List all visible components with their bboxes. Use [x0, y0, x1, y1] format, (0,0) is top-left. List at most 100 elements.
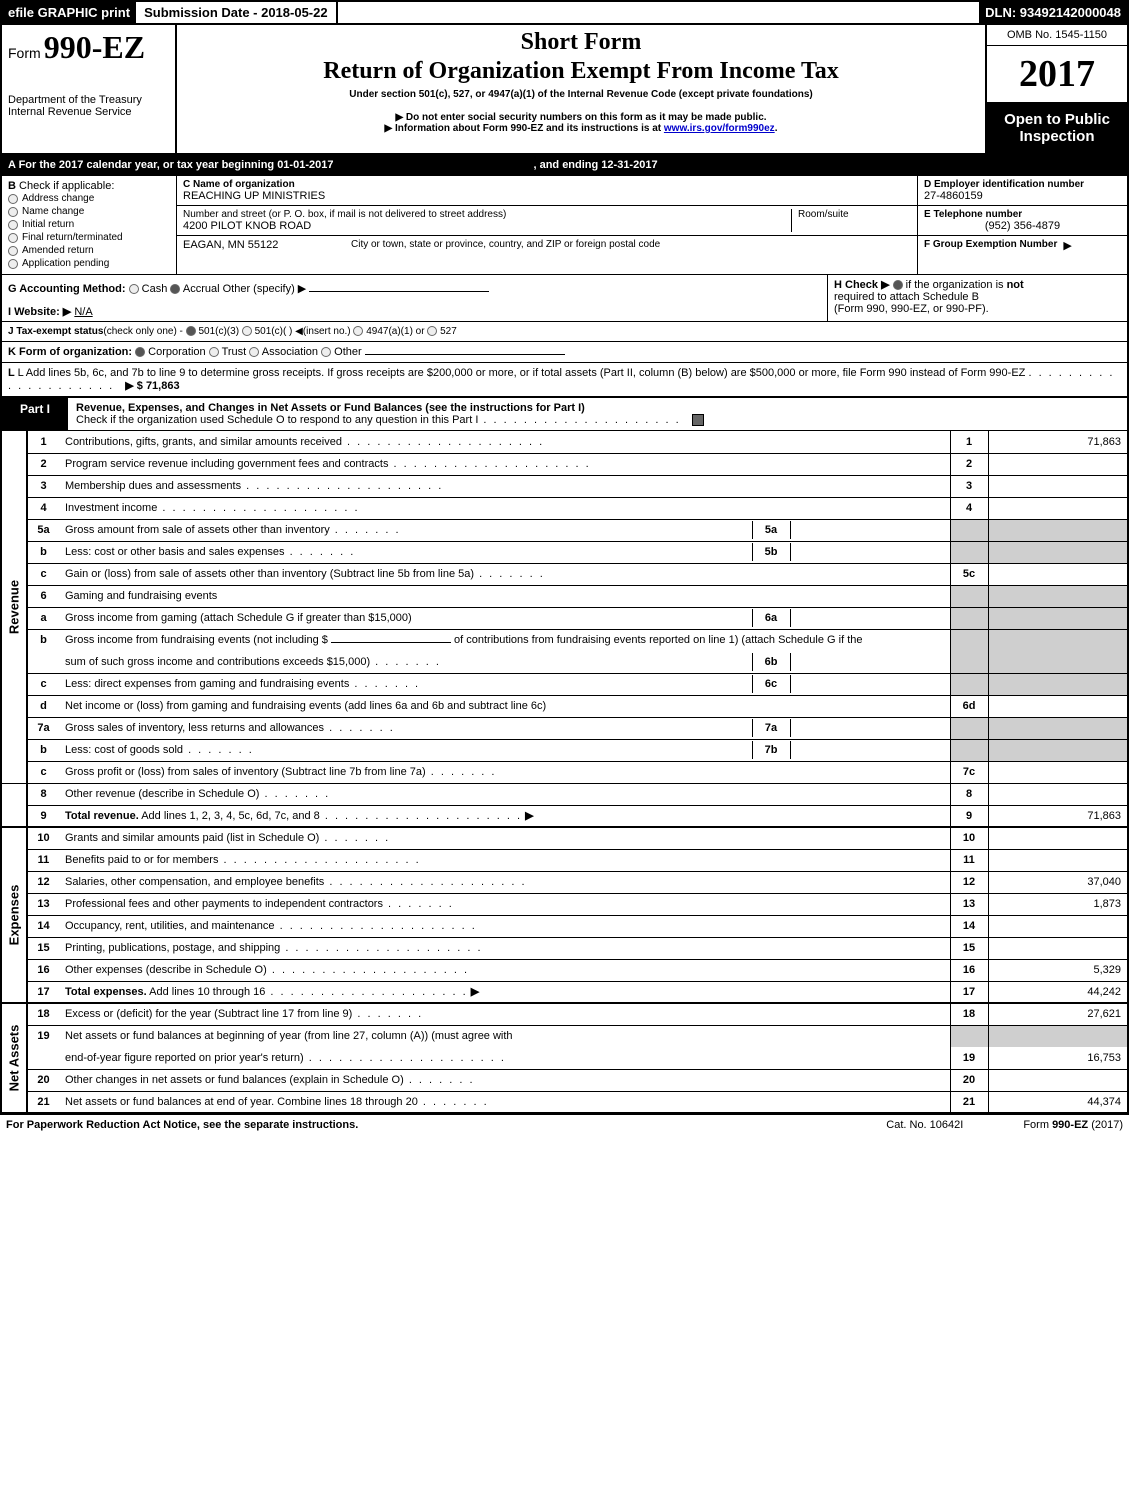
- l6a-amtshade: [988, 607, 1128, 629]
- row-2: 2 Program service revenue including gove…: [1, 453, 1128, 475]
- radio-527[interactable]: [427, 326, 437, 336]
- l20-amt: [988, 1069, 1128, 1091]
- radio-501c3[interactable]: [186, 326, 196, 336]
- row-19a: 19 Net assets or fund balances at beginn…: [1, 1025, 1128, 1047]
- radio-501c[interactable]: [242, 326, 252, 336]
- chk-application-pending[interactable]: [8, 259, 18, 269]
- l9-box: 9: [950, 805, 988, 827]
- l10-num: 10: [27, 827, 59, 849]
- h-label: H Check ▶: [834, 279, 890, 291]
- l8-amt: [988, 783, 1128, 805]
- f-label: F Group Exemption Number: [924, 239, 1057, 252]
- open-to-public: Open to Public Inspection: [987, 103, 1127, 153]
- h-not: not: [1007, 279, 1024, 291]
- row-5b: b Less: cost or other basis and sales ex…: [1, 541, 1128, 563]
- rot-netassets-text: Net Assets: [7, 1025, 22, 1092]
- h-text1: if the organization is: [906, 279, 1007, 291]
- radio-trust[interactable]: [209, 347, 219, 357]
- l6b-blank[interactable]: [331, 642, 451, 643]
- l6a-inner-amt: [790, 609, 950, 627]
- other-specify-line[interactable]: [309, 291, 489, 292]
- radio-4947[interactable]: [353, 326, 363, 336]
- l15-num: 15: [27, 937, 59, 959]
- l6b-amtshade2: [988, 651, 1128, 673]
- h-checkbox[interactable]: [893, 280, 903, 290]
- e-label: E Telephone number: [924, 209, 1121, 220]
- l14-amt: [988, 915, 1128, 937]
- row-17: 17 Total expenses. Add lines 10 through …: [1, 981, 1128, 1003]
- row-20: 20 Other changes in net assets or fund b…: [1, 1069, 1128, 1091]
- radio-corporation[interactable]: [135, 347, 145, 357]
- footer-left: For Paperwork Reduction Act Notice, see …: [6, 1119, 358, 1131]
- irs-link[interactable]: www.irs.gov/form990ez: [664, 123, 775, 134]
- lbl-4947: 4947(a)(1) or: [366, 326, 424, 337]
- l6b-desc2: of contributions from fundraising events…: [454, 634, 862, 646]
- l5a-desc: Gross amount from sale of assets other t…: [65, 524, 401, 536]
- l-text: L Add lines 5b, 6c, and 7b to line 9 to …: [18, 367, 1026, 379]
- part1-checkbox[interactable]: [692, 414, 704, 426]
- other-org-line[interactable]: [365, 354, 565, 355]
- lbl-cash: Cash: [142, 283, 168, 295]
- footer-catno: Cat. No. 10642I: [886, 1119, 963, 1131]
- l12-dots: [324, 876, 526, 888]
- row-19b: end-of-year figure reported on prior yea…: [1, 1047, 1128, 1069]
- l6b-dots: [370, 656, 441, 668]
- rot-revenue-text: Revenue: [7, 580, 22, 634]
- l9-desc: Total revenue.: [65, 810, 139, 822]
- radio-accrual[interactable]: [170, 284, 180, 294]
- l5c-box: 5c: [950, 563, 988, 585]
- header-left: Form 990-EZ Department of the Treasury I…: [2, 25, 177, 153]
- lbl-501c: 501(c)( ) ◀(insert no.): [255, 326, 351, 337]
- l20-box: 20: [950, 1069, 988, 1091]
- l5a-boxshade: [950, 519, 988, 541]
- part1-desc: Revenue, Expenses, and Changes in Net As…: [68, 398, 1127, 430]
- chk-amended-return[interactable]: [8, 246, 18, 256]
- part1-title: Revenue, Expenses, and Changes in Net As…: [76, 402, 422, 414]
- l20-dots: [404, 1074, 475, 1086]
- l6-boxshade: [950, 585, 988, 607]
- l17-desc: Total expenses.: [65, 986, 147, 998]
- j-sub: (check only one) -: [103, 326, 182, 337]
- ein-value: 27-4860159: [924, 190, 1121, 202]
- chk-initial-return[interactable]: [8, 220, 18, 230]
- row-j: J Tax-exempt status(check only one) - 50…: [0, 322, 1129, 342]
- chk-name-change[interactable]: [8, 207, 18, 217]
- l6d-amt: [988, 695, 1128, 717]
- lbl-final-return: Final return/terminated: [22, 232, 123, 243]
- i-label: I Website: ▶: [8, 306, 71, 318]
- l6a-num: a: [27, 607, 59, 629]
- l5a-inner-amt: [790, 521, 950, 539]
- l11-num: 11: [27, 849, 59, 871]
- l2-amt: [988, 453, 1128, 475]
- l13-amt: 1,873: [988, 893, 1128, 915]
- h-text3: (Form 990, 990-EZ, or 990-PF).: [834, 303, 1121, 315]
- l8-box: 8: [950, 783, 988, 805]
- l5a-amtshade: [988, 519, 1128, 541]
- l7c-dots: [426, 766, 497, 778]
- part1-label: Part I: [2, 398, 68, 430]
- chk-final-return[interactable]: [8, 233, 18, 243]
- l16-desc: Other expenses (describe in Schedule O): [65, 964, 267, 976]
- rot-netassets: Net Assets: [1, 1003, 27, 1113]
- chk-address-change[interactable]: [8, 194, 18, 204]
- row-13: 13 Professional fees and other payments …: [1, 893, 1128, 915]
- l5c-desc: Gain or (loss) from sale of assets other…: [65, 568, 474, 580]
- l7a-inner-amt: [790, 719, 950, 737]
- radio-cash[interactable]: [129, 284, 139, 294]
- row-12: 12 Salaries, other compensation, and emp…: [1, 871, 1128, 893]
- rot-revenue: Revenue: [1, 431, 27, 783]
- row-6: 6 Gaming and fundraising events: [1, 585, 1128, 607]
- f-arrow: ▶: [1063, 239, 1071, 252]
- l16-box: 16: [950, 959, 988, 981]
- part1-dots: [478, 414, 680, 426]
- l14-box: 14: [950, 915, 988, 937]
- radio-other-org[interactable]: [321, 347, 331, 357]
- row-9: 9 Total revenue. Add lines 1, 2, 3, 4, 5…: [1, 805, 1128, 827]
- city-value: EAGAN, MN 55122: [183, 239, 333, 251]
- radio-association[interactable]: [249, 347, 259, 357]
- lbl-trust: Trust: [222, 346, 247, 358]
- info-suffix: .: [775, 123, 778, 134]
- l21-box: 21: [950, 1091, 988, 1113]
- g-cell: G Accounting Method: Cash Accrual Other …: [2, 275, 827, 321]
- l14-dots: [275, 920, 477, 932]
